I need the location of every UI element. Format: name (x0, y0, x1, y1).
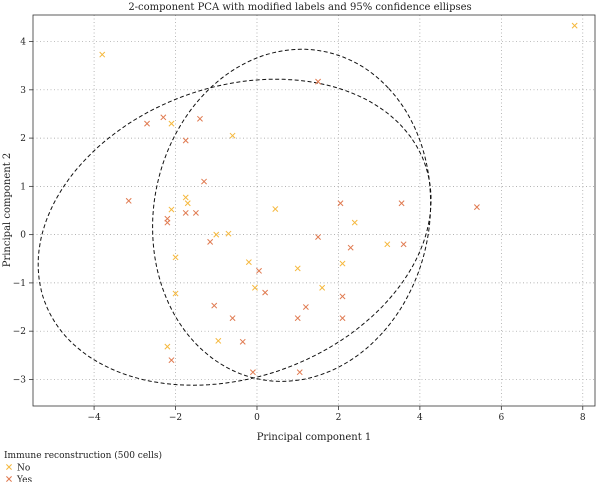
data-point-no (319, 284, 326, 291)
data-point-yes (315, 78, 322, 85)
grid-lines (33, 15, 595, 406)
data-point-yes (347, 244, 354, 251)
data-point-no (272, 206, 279, 213)
data-point-yes (256, 267, 262, 274)
legend: Immune reconstruction (500 cells) No Yes (4, 450, 162, 482)
data-point-yes (473, 204, 480, 211)
data-points (99, 22, 578, 376)
confidence-ellipse-no (37, 78, 432, 386)
data-point-no (168, 206, 175, 213)
y-axis-ticks: −3 −2 −1 0 1 2 3 4 (13, 38, 33, 385)
data-point-yes (239, 338, 246, 345)
legend-marker-yes (6, 476, 12, 482)
data-point-no (184, 200, 191, 207)
data-point-yes (182, 209, 189, 216)
legend-label-yes: Yes (16, 476, 32, 482)
data-point-no (172, 290, 179, 297)
data-point-no (251, 284, 258, 291)
data-point-no (351, 219, 358, 226)
y-tick-label: 4 (20, 38, 26, 48)
data-point-yes (144, 120, 150, 127)
data-point-yes (211, 302, 218, 309)
data-point-yes (197, 115, 203, 122)
data-point-yes (249, 369, 256, 376)
chart-title: 2-component PCA with modified labels and… (128, 2, 471, 13)
data-point-yes (201, 178, 207, 185)
data-point-yes (296, 369, 303, 376)
y-tick-label: 2 (20, 134, 26, 144)
data-point-yes (302, 304, 309, 310)
data-point-yes (398, 200, 405, 207)
data-point-yes (229, 315, 236, 322)
x-tick-label: 0 (254, 413, 260, 423)
legend-title: Immune reconstruction (500 cells) (4, 450, 162, 461)
data-point-yes (294, 315, 301, 322)
x-axis-label: Principal component 1 (257, 432, 372, 443)
data-point-no (172, 254, 179, 261)
y-axis-label: Principal component 2 (2, 153, 13, 268)
data-point-yes (182, 137, 189, 144)
data-point-no (245, 259, 252, 266)
x-tick-label: −4 (87, 413, 101, 423)
data-point-no (294, 265, 301, 272)
x-tick-label: 8 (580, 413, 586, 423)
data-point-yes (337, 200, 344, 207)
data-point-no (99, 51, 106, 58)
data-point-yes (168, 357, 175, 364)
data-point-no (168, 120, 175, 127)
data-point-yes (164, 215, 171, 222)
data-point-yes (160, 114, 167, 121)
x-axis-ticks: −4 −2 0 2 4 6 8 (87, 406, 586, 423)
plot-area-frame (32, 14, 596, 407)
data-point-no (225, 230, 232, 237)
confidence-ellipses (37, 48, 432, 386)
y-tick-label: 0 (20, 231, 26, 241)
data-point-yes (262, 289, 269, 296)
x-tick-label: 4 (417, 413, 423, 423)
legend-marker-no (6, 464, 12, 470)
x-tick-label: 2 (336, 413, 342, 423)
confidence-ellipse-yes (152, 48, 432, 382)
data-point-no (571, 22, 578, 29)
data-point-no (384, 241, 391, 248)
y-tick-label: 1 (20, 182, 26, 192)
data-point-no (215, 337, 222, 344)
x-tick-label: 6 (498, 413, 504, 423)
data-point-yes (192, 209, 199, 216)
y-tick-label: −2 (13, 327, 26, 337)
legend-label-no: No (17, 464, 30, 474)
y-tick-label: −1 (13, 279, 26, 289)
data-point-yes (125, 197, 132, 204)
data-point-yes (339, 315, 346, 322)
data-point-no (182, 194, 189, 201)
y-tick-label: 3 (20, 86, 26, 96)
data-point-no (164, 343, 171, 350)
data-point-yes (339, 293, 346, 300)
y-tick-label: −3 (13, 375, 27, 385)
x-tick-label: −2 (169, 413, 182, 423)
data-point-no (229, 132, 236, 139)
data-point-no (213, 231, 220, 238)
data-point-yes (400, 241, 407, 248)
data-point-yes (207, 238, 214, 245)
data-point-yes (315, 234, 322, 241)
data-point-no (339, 260, 346, 267)
